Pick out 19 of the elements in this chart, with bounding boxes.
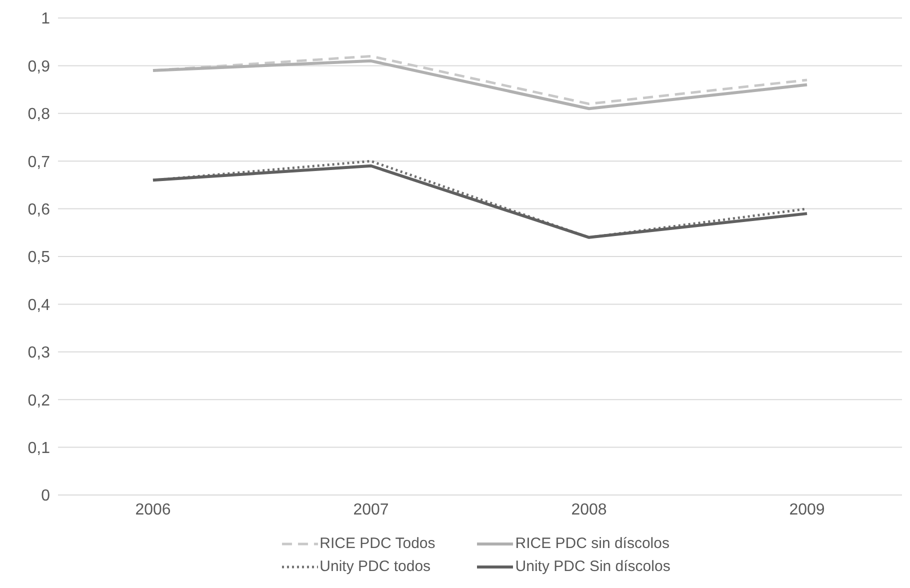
- legend-label: RICE PDC sin díscolos: [515, 535, 670, 552]
- legend-label: RICE PDC Todos: [320, 535, 436, 552]
- y-tick-label: 1: [41, 10, 50, 28]
- y-tick-label: 0,6: [28, 201, 50, 218]
- x-tick-label: 2006: [135, 501, 171, 518]
- legend-label: Unity PDC Sin díscolos: [515, 558, 670, 575]
- y-tick-label: 0,1: [28, 440, 50, 457]
- y-tick-label: 0,2: [28, 392, 50, 410]
- y-tick-label: 0,4: [28, 296, 50, 314]
- y-tick-label: 0,5: [28, 249, 50, 266]
- y-tick-label: 0,3: [28, 344, 50, 362]
- x-tick-label: 2008: [571, 501, 607, 518]
- y-tick-label: 0,7: [28, 154, 50, 171]
- y-tick-label: 0,9: [28, 58, 50, 76]
- y-tick-label: 0: [41, 488, 50, 505]
- y-tick-label: 0,8: [28, 106, 50, 124]
- x-tick-label: 2009: [789, 501, 825, 518]
- legend-label: Unity PDC todos: [320, 558, 431, 575]
- x-tick-label: 2007: [353, 501, 389, 518]
